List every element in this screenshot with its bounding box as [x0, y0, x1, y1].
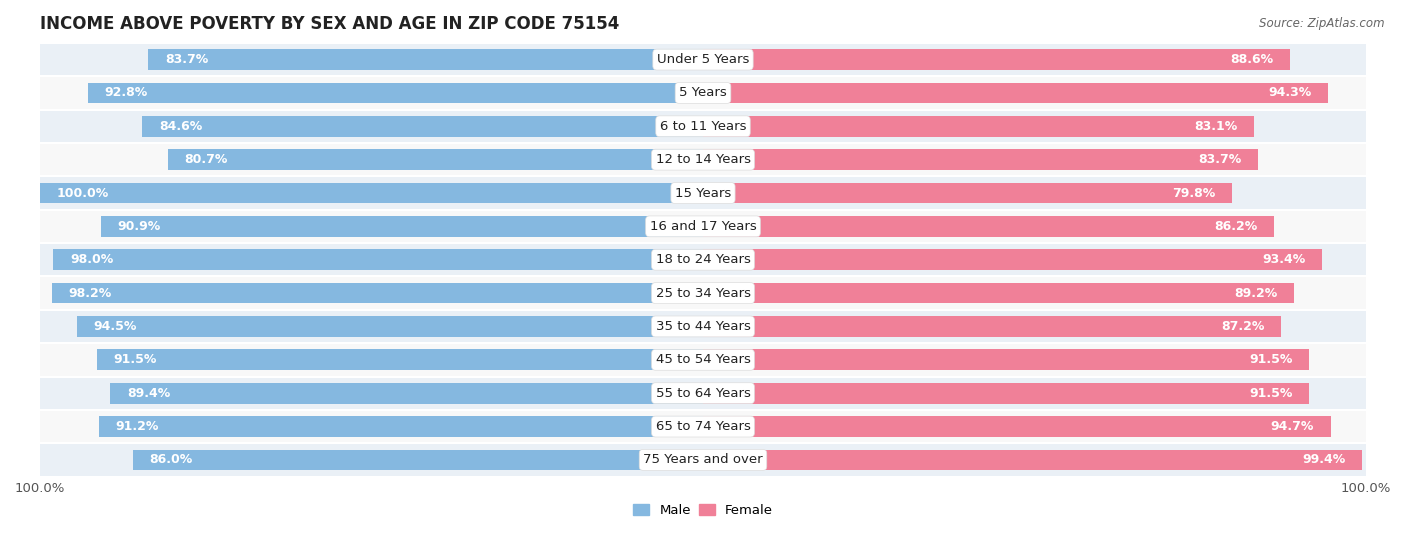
Text: 80.7%: 80.7%	[184, 153, 228, 166]
Text: 94.7%: 94.7%	[1271, 420, 1315, 433]
Bar	[52, 283, 703, 304]
Bar	[703, 183, 1232, 203]
Text: 25 to 34 Years: 25 to 34 Years	[655, 287, 751, 300]
Text: 100.0%: 100.0%	[56, 187, 110, 200]
Legend: Male, Female: Male, Female	[627, 499, 779, 522]
Bar	[97, 349, 703, 370]
Text: 83.1%: 83.1%	[1194, 120, 1237, 133]
Bar	[703, 383, 1309, 404]
Bar	[100, 216, 703, 236]
Text: 88.6%: 88.6%	[1230, 53, 1274, 66]
Bar	[53, 249, 703, 270]
Bar	[41, 343, 1365, 377]
Text: Under 5 Years: Under 5 Years	[657, 53, 749, 66]
Text: 55 to 64 Years: 55 to 64 Years	[655, 387, 751, 400]
Bar	[703, 283, 1295, 304]
Text: INCOME ABOVE POVERTY BY SEX AND AGE IN ZIP CODE 75154: INCOME ABOVE POVERTY BY SEX AND AGE IN Z…	[41, 15, 620, 33]
Bar	[41, 183, 703, 203]
Text: 89.4%: 89.4%	[127, 387, 170, 400]
Text: 92.8%: 92.8%	[104, 87, 148, 100]
Text: 35 to 44 Years: 35 to 44 Years	[655, 320, 751, 333]
Bar	[41, 110, 1365, 143]
Text: 83.7%: 83.7%	[165, 53, 208, 66]
Text: 12 to 14 Years: 12 to 14 Years	[655, 153, 751, 166]
Text: 75 Years and over: 75 Years and over	[643, 453, 763, 466]
Text: 91.5%: 91.5%	[112, 353, 156, 366]
Text: 87.2%: 87.2%	[1220, 320, 1264, 333]
Bar	[41, 76, 1365, 110]
Text: 98.0%: 98.0%	[70, 253, 114, 266]
Text: 86.2%: 86.2%	[1215, 220, 1258, 233]
Bar	[703, 316, 1281, 337]
Text: 79.8%: 79.8%	[1173, 187, 1215, 200]
Text: 5 Years: 5 Years	[679, 87, 727, 100]
Bar	[41, 143, 1365, 176]
Text: Source: ZipAtlas.com: Source: ZipAtlas.com	[1260, 17, 1385, 30]
Text: 90.9%: 90.9%	[117, 220, 160, 233]
Bar	[41, 410, 1365, 443]
Bar	[703, 216, 1274, 236]
Bar	[111, 383, 703, 404]
Text: 91.5%: 91.5%	[1250, 387, 1294, 400]
Text: 93.4%: 93.4%	[1263, 253, 1306, 266]
Bar	[41, 443, 1365, 477]
Text: 91.5%: 91.5%	[1250, 353, 1294, 366]
Bar	[77, 316, 703, 337]
Bar	[169, 149, 703, 170]
Text: 89.2%: 89.2%	[1234, 287, 1278, 300]
Text: 16 and 17 Years: 16 and 17 Years	[650, 220, 756, 233]
Bar	[703, 349, 1309, 370]
Bar	[148, 49, 703, 70]
Text: 91.2%: 91.2%	[115, 420, 159, 433]
Text: 94.3%: 94.3%	[1268, 87, 1312, 100]
Bar	[703, 249, 1322, 270]
Bar	[703, 149, 1258, 170]
Bar	[134, 449, 703, 470]
Bar	[703, 116, 1254, 136]
Bar	[89, 83, 703, 103]
Text: 15 Years: 15 Years	[675, 187, 731, 200]
Text: 6 to 11 Years: 6 to 11 Years	[659, 120, 747, 133]
Text: 99.4%: 99.4%	[1302, 453, 1346, 466]
Bar	[703, 416, 1330, 437]
Bar	[41, 276, 1365, 310]
Bar	[703, 83, 1329, 103]
Bar	[98, 416, 703, 437]
Text: 18 to 24 Years: 18 to 24 Years	[655, 253, 751, 266]
Bar	[41, 210, 1365, 243]
Bar	[41, 43, 1365, 76]
Text: 65 to 74 Years: 65 to 74 Years	[655, 420, 751, 433]
Text: 86.0%: 86.0%	[149, 453, 193, 466]
Text: 84.6%: 84.6%	[159, 120, 202, 133]
Bar	[41, 176, 1365, 210]
Bar	[703, 49, 1291, 70]
Bar	[41, 377, 1365, 410]
Text: 98.2%: 98.2%	[69, 287, 112, 300]
Bar	[41, 243, 1365, 276]
Text: 83.7%: 83.7%	[1198, 153, 1241, 166]
Bar	[703, 449, 1362, 470]
Text: 45 to 54 Years: 45 to 54 Years	[655, 353, 751, 366]
Text: 94.5%: 94.5%	[93, 320, 136, 333]
Bar	[41, 310, 1365, 343]
Bar	[142, 116, 703, 136]
